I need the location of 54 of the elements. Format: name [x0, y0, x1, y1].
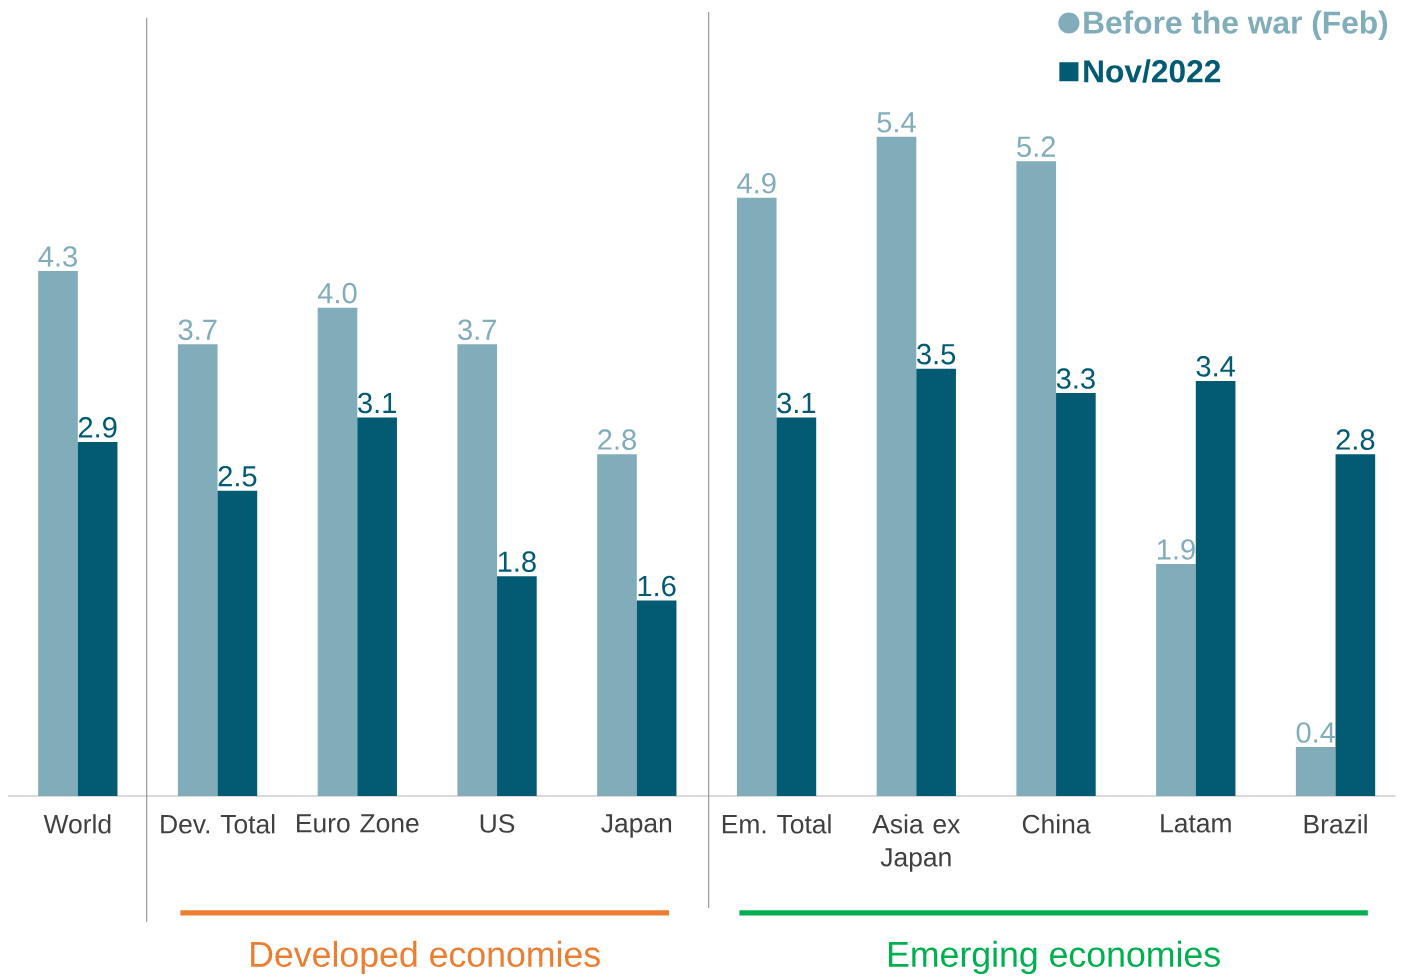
- data-label: 2.8: [598, 429, 636, 450]
- data-label: 3.3: [1056, 368, 1095, 389]
- bar: [597, 454, 637, 796]
- x-tick-label: Dev. Total: [161, 814, 275, 834]
- bar: [357, 417, 397, 796]
- bar: [636, 600, 677, 796]
- bar: [457, 344, 498, 796]
- x-tick-label: Brazil: [1304, 814, 1367, 834]
- data-label: 5.2: [1017, 136, 1055, 157]
- x-tick-label: Em. Total: [722, 814, 831, 834]
- bar: [736, 197, 777, 796]
- data-label: 5.4: [877, 112, 916, 133]
- data-label: 3.5: [917, 343, 956, 365]
- legend-label: Before the war (Feb): [1084, 10, 1388, 40]
- bar: [497, 576, 537, 796]
- bar: [776, 417, 817, 796]
- x-tick-label: Latam: [1161, 814, 1231, 833]
- bar: [77, 441, 118, 796]
- data-label: 4.9: [737, 172, 776, 194]
- bar: [317, 307, 358, 796]
- bar: [876, 136, 917, 796]
- bar: [177, 344, 218, 796]
- data-label: 2.9: [78, 416, 117, 438]
- x-tick-label: China: [1022, 814, 1091, 834]
- legend-label: Nov/2022: [1084, 59, 1221, 83]
- x-tick-label: US: [480, 814, 515, 833]
- data-label: 4.3: [38, 246, 77, 267]
- data-label: 3.7: [178, 319, 217, 340]
- data-label: 1.8: [498, 551, 536, 572]
- data-label: 2.8: [1336, 429, 1375, 450]
- bar: [916, 368, 956, 796]
- x-tick-label: Asia ex Japan: [872, 814, 961, 872]
- data-label: 2.5: [218, 465, 257, 487]
- data-label: 3.1: [777, 392, 816, 414]
- bar: [1156, 563, 1196, 796]
- bar: [217, 490, 258, 796]
- x-tick-label: Euro Zone: [297, 814, 419, 833]
- data-label: 3.4: [1196, 355, 1235, 377]
- data-label: 0.4: [1296, 722, 1336, 743]
- text: Developed economies: [251, 940, 600, 974]
- bar: [1056, 392, 1096, 796]
- data-label: 3.1: [358, 392, 396, 414]
- bar: [1016, 161, 1057, 796]
- bar: [1295, 746, 1336, 796]
- bar: [1335, 454, 1376, 796]
- data-label: 3.7: [458, 319, 496, 340]
- data-label: 1.6: [638, 575, 676, 597]
- bar: [1195, 380, 1236, 796]
- x-tick-label: Japan: [601, 814, 672, 838]
- data-label: 4.0: [317, 282, 357, 304]
- x-tick-label: World: [43, 814, 111, 834]
- bar: [38, 270, 78, 796]
- data-label: 1.9: [1157, 539, 1195, 560]
- text: Emerging economies: [888, 940, 1220, 974]
